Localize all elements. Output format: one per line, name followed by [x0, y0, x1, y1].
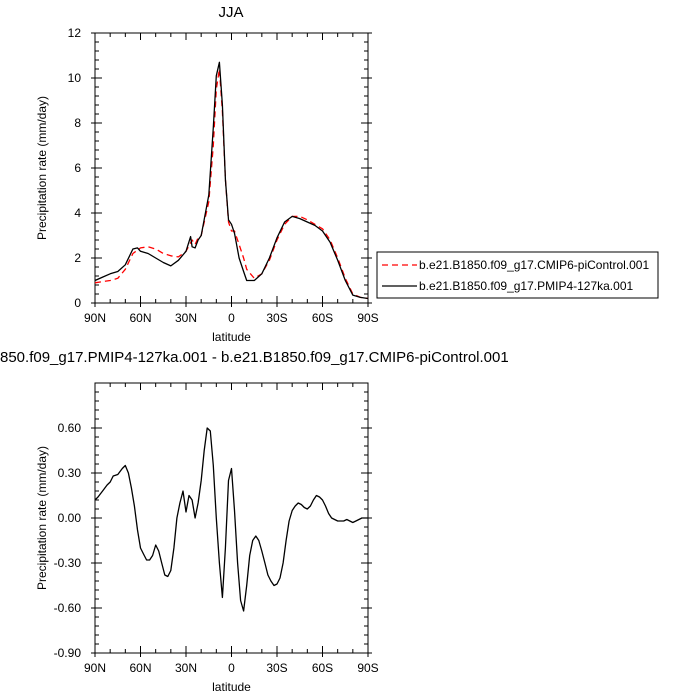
x-tick-label: 60N — [129, 311, 151, 325]
x-tick-label: 30S — [266, 661, 287, 675]
x-tick-label: 90S — [357, 661, 378, 675]
y-tick-label: 12 — [68, 26, 82, 40]
y-tick-label: 2 — [74, 251, 81, 265]
legend-label: b.e21.B1850.f09_g17.PMIP4-127ka.001 — [419, 279, 633, 293]
y-tick-label: 10 — [68, 71, 82, 85]
y-axis-title: Precipitation rate (mm/day) — [35, 446, 49, 590]
x-tick-label: 0 — [228, 661, 235, 675]
y-tick-label: 0.30 — [58, 466, 82, 480]
x-tick-label: 30S — [266, 311, 287, 325]
y-tick-label: 4 — [74, 206, 81, 220]
chart-title: 850.f09_g17.PMIP4-127ka.001 - b.e21.B185… — [0, 349, 509, 366]
x-axis-title: latitude — [212, 330, 251, 344]
x-tick-label: 0 — [228, 311, 235, 325]
x-axis-title: latitude — [212, 680, 251, 694]
x-tick-label: 30N — [175, 311, 197, 325]
x-tick-label: 90S — [357, 311, 378, 325]
series-line-1 — [94, 68, 369, 300]
y-tick-label: 0.00 — [58, 511, 82, 525]
y-tick-label: 0 — [74, 296, 81, 310]
series-line-2 — [94, 61, 369, 300]
y-tick-label: 6 — [74, 161, 81, 175]
chart-1: JJA 90N 60N 30N 0 30S 60S 90S 0 2 4 6 8 10 12 latitude P… — [35, 4, 659, 344]
x-tick-label: 90N — [84, 661, 106, 675]
legend: b.e21.B1850.f09_g17.CMIP6-piControl.001b… — [376, 251, 659, 299]
y-tick-label: 0.60 — [58, 421, 82, 435]
y-tick-label: -0.90 — [54, 646, 82, 660]
x-tick-label: 30N — [175, 661, 197, 675]
legend-label: b.e21.B1850.f09_g17.CMIP6-piControl.001 — [419, 258, 649, 272]
y-tick-label: -0.30 — [54, 556, 82, 570]
chart-2: 850.f09_g17.PMIP4-127ka.001 - b.e21.B185… — [0, 349, 509, 694]
y-axis-title: Precipitation rate (mm/day) — [35, 96, 49, 240]
x-tick-label: 60N — [129, 661, 151, 675]
y-tick-label: 8 — [74, 116, 81, 130]
x-tick-label: 60S — [312, 661, 333, 675]
series-line-1 — [94, 427, 368, 612]
x-tick-label: 90N — [84, 311, 106, 325]
plot-frame — [94, 32, 369, 304]
x-tick-label: 60S — [312, 311, 333, 325]
legend-box — [376, 251, 659, 299]
y-tick-label: -0.60 — [54, 601, 82, 615]
chart-title: JJA — [218, 4, 243, 21]
